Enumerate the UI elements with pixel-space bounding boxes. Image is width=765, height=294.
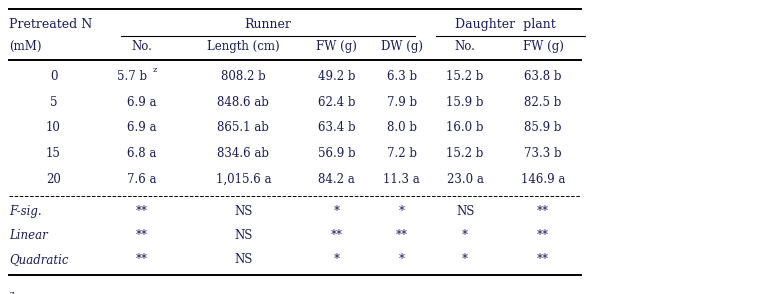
Text: 7.9 b: 7.9 b [386, 96, 417, 108]
Text: 5: 5 [50, 96, 57, 108]
Text: Length (cm): Length (cm) [207, 40, 279, 53]
Text: 56.9 b: 56.9 b [317, 147, 356, 160]
Text: 7.2 b: 7.2 b [386, 147, 417, 160]
Text: 6.9 a: 6.9 a [127, 121, 156, 134]
Text: 0: 0 [50, 70, 57, 83]
Text: FW (g): FW (g) [316, 40, 357, 53]
Text: 15.2 b: 15.2 b [447, 147, 483, 160]
Text: 146.9 a: 146.9 a [521, 173, 565, 186]
Text: 15.9 b: 15.9 b [446, 96, 484, 108]
Text: z: z [153, 66, 158, 74]
Text: *: * [399, 253, 405, 266]
Text: 63.8 b: 63.8 b [524, 70, 562, 83]
Text: Quadratic: Quadratic [9, 253, 69, 266]
Text: NS: NS [234, 229, 252, 242]
Text: Daughter  plant: Daughter plant [454, 19, 555, 31]
Text: 49.2 b: 49.2 b [317, 70, 356, 83]
Text: (mM): (mM) [9, 40, 41, 53]
Text: 1,015.6 a: 1,015.6 a [216, 173, 271, 186]
Text: *: * [462, 229, 468, 242]
Text: F-sig.: F-sig. [9, 205, 42, 218]
Text: **: ** [330, 229, 343, 242]
Text: **: ** [135, 229, 148, 242]
Text: **: ** [396, 229, 408, 242]
Text: *: * [334, 253, 340, 266]
Text: *: * [334, 205, 340, 218]
Text: **: ** [537, 229, 549, 242]
Text: 7.6 a: 7.6 a [127, 173, 156, 186]
Text: 11.3 a: 11.3 a [383, 173, 420, 186]
Text: NS: NS [234, 253, 252, 266]
Text: 84.2 a: 84.2 a [318, 173, 355, 186]
Text: *: * [399, 205, 405, 218]
Text: 63.4 b: 63.4 b [317, 121, 356, 134]
Text: 808.2 b: 808.2 b [221, 70, 265, 83]
Text: **: ** [537, 205, 549, 218]
Text: 85.9 b: 85.9 b [524, 121, 562, 134]
Text: **: ** [135, 253, 148, 266]
Text: Linear: Linear [9, 229, 48, 242]
Text: 834.6 ab: 834.6 ab [217, 147, 269, 160]
Text: No.: No. [454, 40, 476, 53]
Text: 62.4 b: 62.4 b [317, 96, 356, 108]
Text: 15: 15 [46, 147, 61, 160]
Text: 8.0 b: 8.0 b [386, 121, 417, 134]
Text: NS: NS [456, 205, 474, 218]
Text: NS: NS [234, 205, 252, 218]
Text: *: * [462, 253, 468, 266]
Text: 848.6 ab: 848.6 ab [217, 96, 269, 108]
Text: DW (g): DW (g) [381, 40, 422, 53]
Text: **: ** [135, 205, 148, 218]
Text: 6.8 a: 6.8 a [127, 147, 156, 160]
Text: 5.7 b: 5.7 b [117, 70, 148, 83]
Text: 20: 20 [46, 173, 61, 186]
Text: 23.0 a: 23.0 a [447, 173, 483, 186]
Text: 82.5 b: 82.5 b [525, 96, 562, 108]
Text: FW (g): FW (g) [522, 40, 564, 53]
Text: **: ** [537, 253, 549, 266]
Text: 6.3 b: 6.3 b [386, 70, 417, 83]
Text: Runner: Runner [244, 19, 291, 31]
Text: Pretreated N: Pretreated N [9, 19, 93, 31]
Text: 865.1 ab: 865.1 ab [217, 121, 269, 134]
Text: 6.9 a: 6.9 a [127, 96, 156, 108]
Text: 10: 10 [46, 121, 61, 134]
Text: No.: No. [131, 40, 152, 53]
Text: 16.0 b: 16.0 b [446, 121, 484, 134]
Text: 15.2 b: 15.2 b [447, 70, 483, 83]
Text: z: z [9, 290, 14, 294]
Text: 73.3 b: 73.3 b [524, 147, 562, 160]
